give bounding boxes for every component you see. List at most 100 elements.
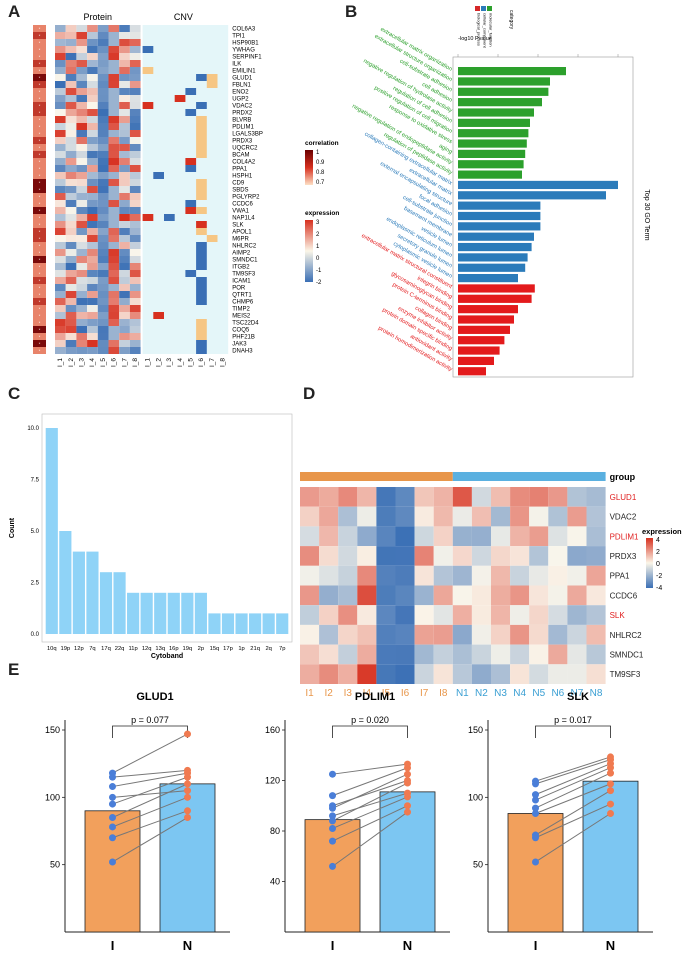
sample-label: I3 <box>344 688 353 699</box>
protein-cell <box>129 249 141 256</box>
protein-cell <box>55 172 66 179</box>
protein-cell <box>108 123 120 130</box>
protein-cell <box>119 165 130 172</box>
protein-cell <box>65 270 77 277</box>
protein-cell <box>87 200 98 207</box>
cnv-cell <box>206 235 218 242</box>
expression-cell <box>395 526 415 547</box>
protein-cell <box>55 221 66 228</box>
gene-label: COL4A2 <box>232 160 256 166</box>
expression-cell <box>376 565 396 586</box>
protein-cell <box>108 298 120 305</box>
protein-cell <box>108 340 120 347</box>
y-tick-label: 50 <box>473 860 483 870</box>
protein-cell <box>97 277 109 284</box>
expression-cell <box>376 605 396 625</box>
dot-n <box>184 814 191 822</box>
panel-b-go-chart: category biological_process cellular_compo… <box>351 6 650 378</box>
expression-cell <box>452 624 472 645</box>
expression-cell <box>338 644 358 665</box>
correlation-star: * <box>39 82 41 87</box>
expression-cell <box>319 487 339 507</box>
protein-cell <box>65 263 77 270</box>
protein-cell <box>97 144 109 151</box>
expression-cell <box>300 526 320 547</box>
protein-cell <box>108 291 120 298</box>
protein-cell <box>65 25 77 32</box>
protein-cell <box>76 228 88 235</box>
protein-cell <box>129 60 141 67</box>
protein-cell <box>108 242 120 249</box>
correlation-cell <box>33 165 46 172</box>
go-bar <box>458 356 494 365</box>
correlation-cell <box>33 46 46 53</box>
protein-cell <box>119 53 130 60</box>
protein-cell <box>87 102 98 109</box>
protein-cell <box>108 137 120 144</box>
go-bar <box>458 160 524 169</box>
pair-line <box>535 759 611 785</box>
protein-cell <box>87 130 98 137</box>
dot-i <box>532 804 539 812</box>
expression-cell <box>491 546 511 566</box>
expression-legend-tick: 3 <box>316 220 320 226</box>
expression-cell <box>548 644 568 665</box>
protein-cell <box>119 186 130 193</box>
correlation-cell <box>33 158 46 165</box>
cnv-cell <box>142 102 154 109</box>
protein-cell <box>87 151 98 158</box>
pair-line <box>535 803 611 839</box>
cytoband-bar <box>167 592 180 634</box>
protein-cell <box>76 179 88 186</box>
legend-item: cellular_component <box>483 13 488 49</box>
protein-cell <box>87 319 98 326</box>
go-bar <box>458 242 532 252</box>
protein-cell <box>119 46 130 53</box>
correlation-cell <box>33 172 46 179</box>
gene-label: SERPINF1 <box>232 55 262 61</box>
protein-cell <box>65 291 77 298</box>
protein-cell <box>76 81 88 88</box>
x-tick-label: 15q <box>210 646 220 652</box>
cnv-cell <box>206 81 218 88</box>
protein-cell <box>119 326 130 333</box>
protein-cell <box>129 137 141 144</box>
expression-cell <box>510 605 530 625</box>
protein-cell <box>119 123 130 130</box>
expression-legend-title: expression <box>305 210 339 217</box>
protein-cell <box>97 130 109 137</box>
protein-cell <box>55 340 66 347</box>
pair-line <box>112 733 188 774</box>
protein-cell <box>87 333 98 340</box>
protein-cell <box>97 249 109 256</box>
protein-cell <box>129 263 141 270</box>
correlation-cell <box>33 32 46 39</box>
expression-legend-tick: 2 <box>656 549 660 556</box>
expression-cell <box>414 664 434 684</box>
expression-cell <box>567 546 587 566</box>
dot-n <box>184 780 191 788</box>
protein-cell <box>87 340 98 347</box>
protein-cell <box>76 130 88 137</box>
gene-label: ICAM1 <box>232 279 251 285</box>
go-bar <box>458 98 542 107</box>
gene-label: PRDX3 <box>610 552 637 561</box>
protein-cell <box>97 88 109 95</box>
cytoband-bar <box>262 613 275 634</box>
gene-label: UGP2 <box>232 97 249 103</box>
expression-cell <box>586 644 606 665</box>
protein-cell <box>97 102 109 109</box>
correlation-cell <box>33 151 46 158</box>
correlation-star: * <box>39 243 41 248</box>
expression-cell <box>471 644 491 665</box>
expression-cell <box>357 546 377 566</box>
protein-cell <box>108 228 120 235</box>
expression-cell <box>300 664 320 684</box>
protein-cell <box>119 39 130 46</box>
gene-label: PPA1 <box>610 572 630 581</box>
protein-cell <box>97 298 109 305</box>
protein-cell <box>108 277 120 284</box>
expression-cell <box>471 487 491 507</box>
protein-cell <box>129 158 141 165</box>
pair-line <box>535 767 611 801</box>
